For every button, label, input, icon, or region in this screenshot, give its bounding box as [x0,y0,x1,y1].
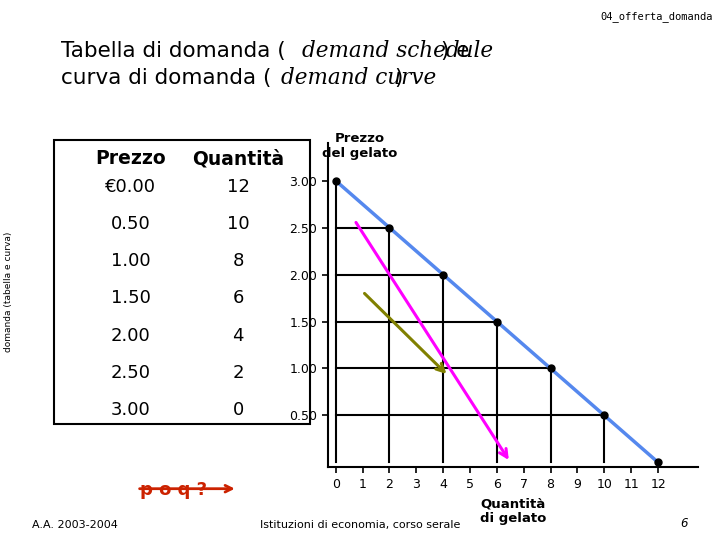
X-axis label: Quantità
di gelato: Quantità di gelato [480,497,546,525]
Text: demand curve: demand curve [281,67,436,89]
Text: 6: 6 [680,517,688,530]
Text: 0: 0 [233,401,243,418]
Text: ): ) [395,68,403,87]
Text: A.A. 2003-2004: A.A. 2003-2004 [32,520,118,530]
Text: ) e: ) e [441,40,469,60]
Text: curva di domanda (: curva di domanda ( [61,68,271,87]
Text: 12: 12 [227,178,249,196]
Text: Quantità: Quantità [192,150,284,168]
Text: 2.50: 2.50 [111,363,150,382]
Text: 2.00: 2.00 [111,327,150,345]
Text: Tabella di domanda (: Tabella di domanda ( [61,40,286,60]
Text: p o q ?: p o q ? [140,481,207,500]
Text: 3.00: 3.00 [111,401,150,418]
Text: Prezzo
del gelato: Prezzo del gelato [323,132,397,160]
Text: Prezzo: Prezzo [95,150,166,168]
Text: demand schedule: demand schedule [302,40,493,62]
Text: domanda (tabella e curva): domanda (tabella e curva) [4,232,13,352]
Text: 8: 8 [233,252,243,271]
Text: €0.00: €0.00 [105,178,156,196]
Text: 10: 10 [227,215,249,233]
Text: 0.50: 0.50 [111,215,150,233]
Text: Istituzioni di economia, corso serale: Istituzioni di economia, corso serale [260,520,460,530]
Text: 1.00: 1.00 [111,252,150,271]
Text: 4: 4 [233,327,244,345]
FancyBboxPatch shape [54,140,310,424]
Text: 04_offerta_domanda: 04_offerta_domanda [600,11,713,22]
Text: 1.50: 1.50 [111,289,150,307]
Text: 2: 2 [233,363,244,382]
Text: 6: 6 [233,289,243,307]
